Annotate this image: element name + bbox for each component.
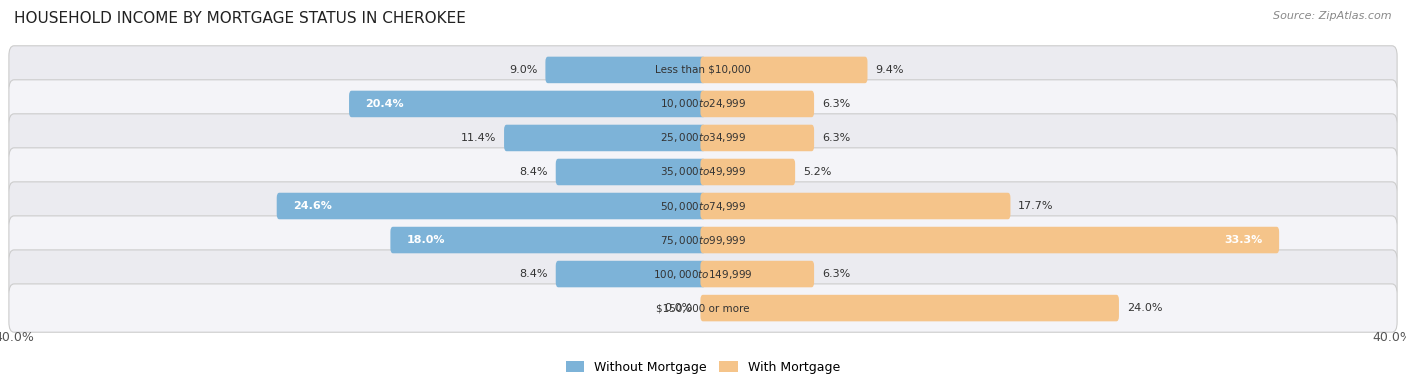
Text: Source: ZipAtlas.com: Source: ZipAtlas.com — [1274, 11, 1392, 21]
FancyBboxPatch shape — [277, 193, 706, 219]
Text: 17.7%: 17.7% — [1018, 201, 1053, 211]
FancyBboxPatch shape — [700, 193, 1011, 219]
FancyBboxPatch shape — [700, 227, 1279, 253]
Text: $50,000 to $74,999: $50,000 to $74,999 — [659, 200, 747, 212]
FancyBboxPatch shape — [8, 80, 1398, 128]
FancyBboxPatch shape — [505, 125, 706, 151]
Text: $100,000 to $149,999: $100,000 to $149,999 — [654, 268, 752, 280]
Text: $35,000 to $49,999: $35,000 to $49,999 — [659, 166, 747, 178]
Text: $25,000 to $34,999: $25,000 to $34,999 — [659, 132, 747, 144]
FancyBboxPatch shape — [700, 295, 1119, 321]
Text: 9.0%: 9.0% — [509, 65, 537, 75]
Text: $75,000 to $99,999: $75,000 to $99,999 — [659, 234, 747, 246]
Legend: Without Mortgage, With Mortgage: Without Mortgage, With Mortgage — [561, 356, 845, 378]
Text: $150,000 or more: $150,000 or more — [657, 303, 749, 313]
FancyBboxPatch shape — [8, 46, 1398, 94]
Text: 6.3%: 6.3% — [823, 133, 851, 143]
Text: 9.4%: 9.4% — [875, 65, 904, 75]
FancyBboxPatch shape — [8, 216, 1398, 264]
Text: 33.3%: 33.3% — [1225, 235, 1263, 245]
Text: 6.3%: 6.3% — [823, 99, 851, 109]
Text: HOUSEHOLD INCOME BY MORTGAGE STATUS IN CHEROKEE: HOUSEHOLD INCOME BY MORTGAGE STATUS IN C… — [14, 11, 465, 26]
FancyBboxPatch shape — [349, 91, 706, 117]
Text: $10,000 to $24,999: $10,000 to $24,999 — [659, 98, 747, 110]
FancyBboxPatch shape — [546, 57, 706, 83]
Text: 0.0%: 0.0% — [665, 303, 693, 313]
FancyBboxPatch shape — [391, 227, 706, 253]
Text: 24.0%: 24.0% — [1126, 303, 1163, 313]
FancyBboxPatch shape — [8, 148, 1398, 196]
FancyBboxPatch shape — [700, 261, 814, 287]
FancyBboxPatch shape — [700, 57, 868, 83]
FancyBboxPatch shape — [8, 114, 1398, 162]
Text: 24.6%: 24.6% — [292, 201, 332, 211]
FancyBboxPatch shape — [700, 125, 814, 151]
FancyBboxPatch shape — [8, 250, 1398, 298]
Text: 8.4%: 8.4% — [519, 167, 548, 177]
Text: 6.3%: 6.3% — [823, 269, 851, 279]
FancyBboxPatch shape — [555, 261, 706, 287]
FancyBboxPatch shape — [700, 159, 796, 185]
Text: Less than $10,000: Less than $10,000 — [655, 65, 751, 75]
Text: 20.4%: 20.4% — [366, 99, 404, 109]
FancyBboxPatch shape — [8, 182, 1398, 230]
Text: 18.0%: 18.0% — [406, 235, 446, 245]
FancyBboxPatch shape — [555, 159, 706, 185]
FancyBboxPatch shape — [8, 284, 1398, 332]
Text: 11.4%: 11.4% — [461, 133, 496, 143]
FancyBboxPatch shape — [700, 91, 814, 117]
Text: 8.4%: 8.4% — [519, 269, 548, 279]
Text: 5.2%: 5.2% — [803, 167, 831, 177]
